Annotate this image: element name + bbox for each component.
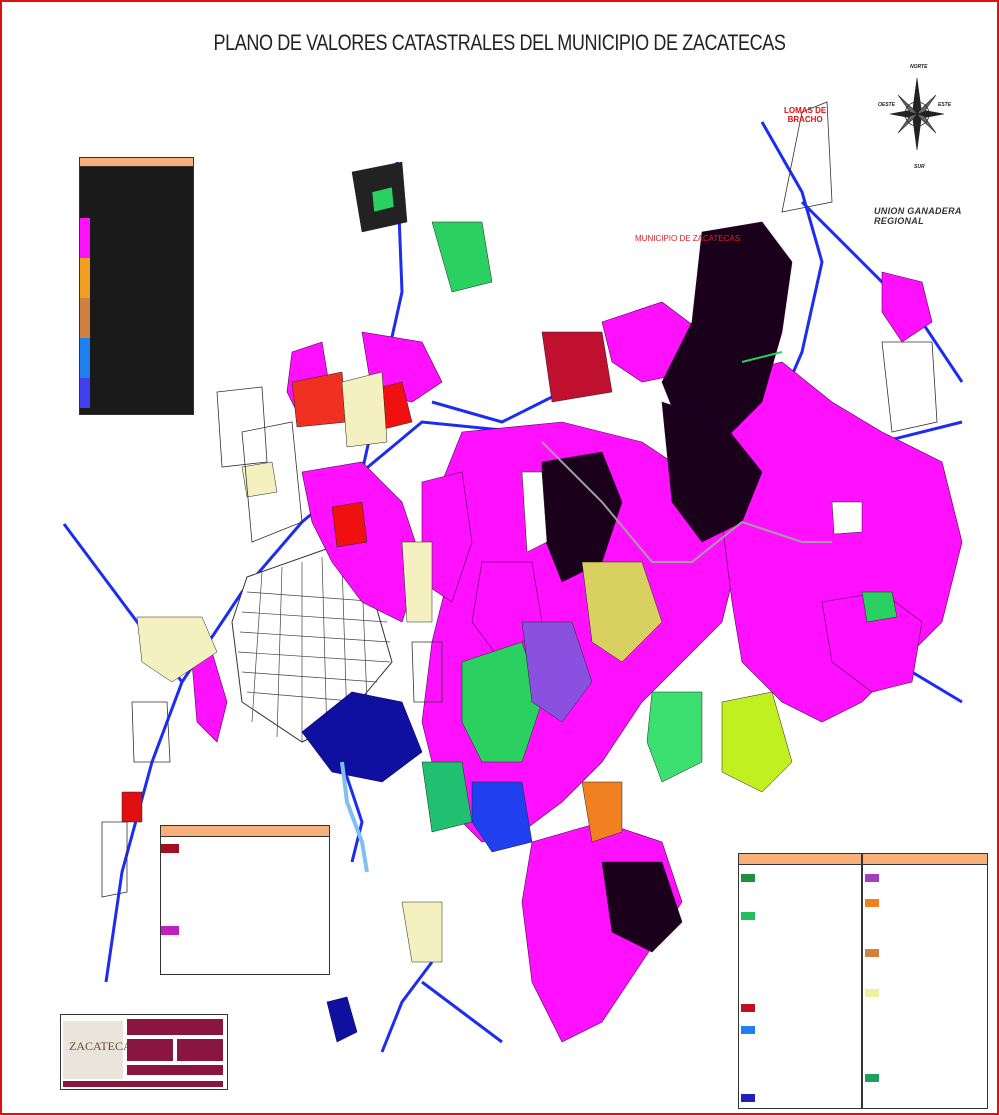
compass-west: OESTE [878,102,895,108]
compass-east: ESTE [938,102,952,108]
zacatecas-logo: ZACATECAS [63,1021,138,1079]
compass-north: NORTE [910,64,928,70]
outline-parcels [101,101,938,898]
title-block: ZACATECAS [60,1014,228,1090]
map-title: PLANO DE VALORES CATASTRALES DEL MUNICIP… [213,30,786,55]
colored-districts [121,161,898,963]
union-ganadera-label: UNION GANADERA REGIONAL [874,206,962,226]
blue-zone [301,691,423,1043]
compass-south: SUR [914,164,925,170]
river [340,761,369,873]
legend-table-lower-left [160,825,330,975]
municipality-label: MUNICIPIO DE ZACATECAS [635,234,741,243]
compass-rose: NORTE SUR OESTE ESTE [878,64,952,174]
legend-table-upper-left [79,157,194,415]
legend-table-lower-right-a [738,853,862,1109]
dense-zones [541,221,793,953]
lomas-label: LOMAS DE BRACHO [784,106,827,124]
secondary-roads [541,441,832,563]
legend-table-lower-right-b [862,853,988,1109]
compass-star-icon [889,77,945,151]
